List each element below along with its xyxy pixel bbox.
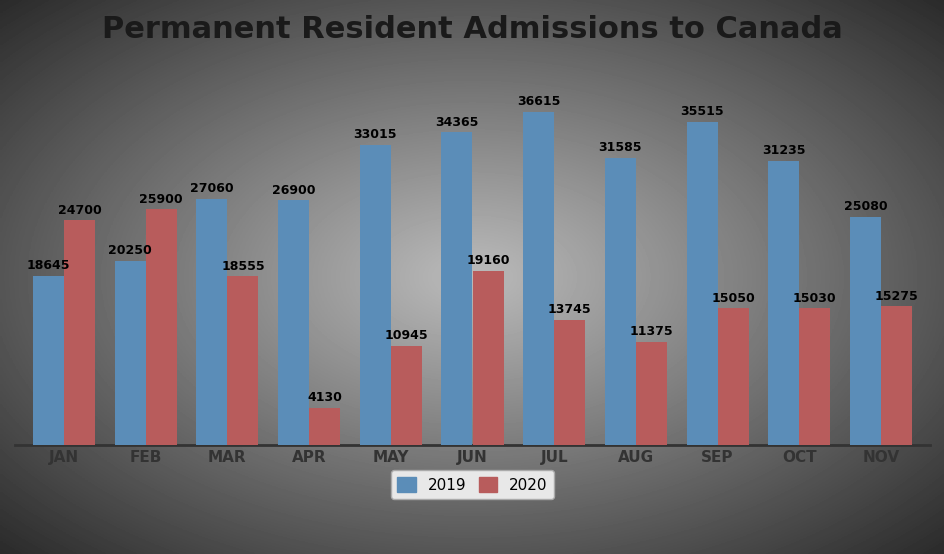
Bar	[604, 158, 635, 445]
Bar	[391, 346, 421, 445]
Text: 33015: 33015	[353, 128, 396, 141]
Text: 20250: 20250	[109, 244, 152, 257]
Text: 18645: 18645	[26, 259, 70, 272]
Bar	[360, 145, 391, 445]
Text: 11375: 11375	[629, 325, 672, 338]
Bar	[278, 201, 309, 445]
Bar	[145, 209, 177, 445]
Text: 19160: 19160	[465, 254, 509, 267]
Bar	[441, 132, 472, 445]
Bar	[799, 309, 830, 445]
Bar	[849, 217, 880, 445]
Bar	[309, 408, 340, 445]
Bar	[64, 220, 95, 445]
Bar	[767, 161, 799, 445]
Text: 26900: 26900	[272, 184, 315, 197]
Text: 34365: 34365	[435, 116, 479, 129]
Text: 4130: 4130	[307, 391, 342, 404]
Text: 27060: 27060	[190, 182, 233, 196]
Text: 10945: 10945	[384, 329, 428, 342]
Text: 25080: 25080	[843, 201, 886, 213]
Text: 31585: 31585	[598, 141, 641, 154]
Text: 18555: 18555	[221, 260, 264, 273]
Text: 35515: 35515	[680, 105, 723, 119]
Bar	[553, 320, 584, 445]
Text: 15275: 15275	[874, 290, 918, 302]
Bar	[523, 112, 553, 445]
Bar	[472, 271, 503, 445]
Text: 36615: 36615	[516, 95, 560, 109]
Text: 25900: 25900	[140, 193, 183, 206]
Text: 24700: 24700	[58, 204, 101, 217]
Bar	[686, 122, 716, 445]
Bar	[33, 275, 64, 445]
Text: 13745: 13745	[548, 304, 591, 316]
Bar	[114, 261, 145, 445]
Legend: 2019, 2020: 2019, 2020	[391, 470, 553, 499]
Bar	[880, 306, 911, 445]
Title: Permanent Resident Admissions to Canada: Permanent Resident Admissions to Canada	[102, 15, 842, 44]
Bar	[196, 199, 228, 445]
Bar	[716, 308, 748, 445]
Text: 15050: 15050	[711, 291, 754, 305]
Text: 15030: 15030	[792, 292, 835, 305]
Text: 31235: 31235	[761, 144, 804, 157]
Bar	[635, 342, 666, 445]
Bar	[228, 276, 258, 445]
